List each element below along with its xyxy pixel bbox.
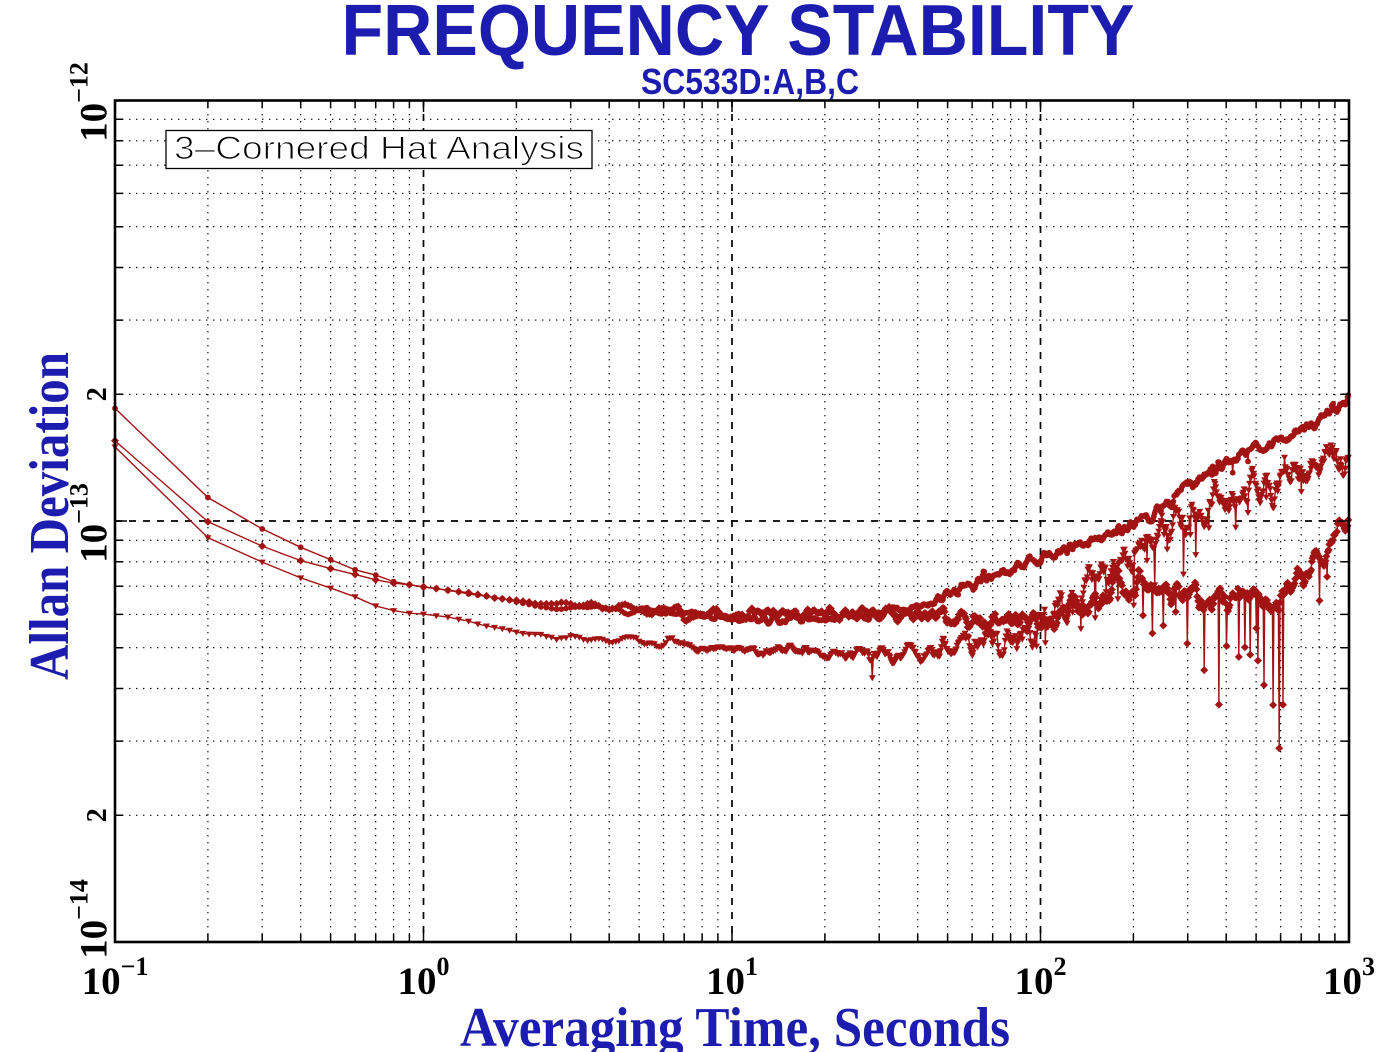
svg-text:SC533D:A,B,C: SC533D:A,B,C	[641, 61, 859, 102]
svg-text:Allan Deviation: Allan Deviation	[19, 352, 81, 680]
svg-text:2: 2	[82, 808, 113, 822]
svg-text:Averaging Time, Seconds: Averaging Time, Seconds	[460, 997, 1010, 1052]
svg-text:FREQUENCY STABILITY: FREQUENCY STABILITY	[342, 0, 1135, 71]
svg-text:3–Cornered Hat Analysis: 3–Cornered Hat Analysis	[174, 130, 584, 166]
svg-text:10−12: 10−12	[65, 62, 116, 142]
svg-text:2: 2	[82, 387, 113, 401]
